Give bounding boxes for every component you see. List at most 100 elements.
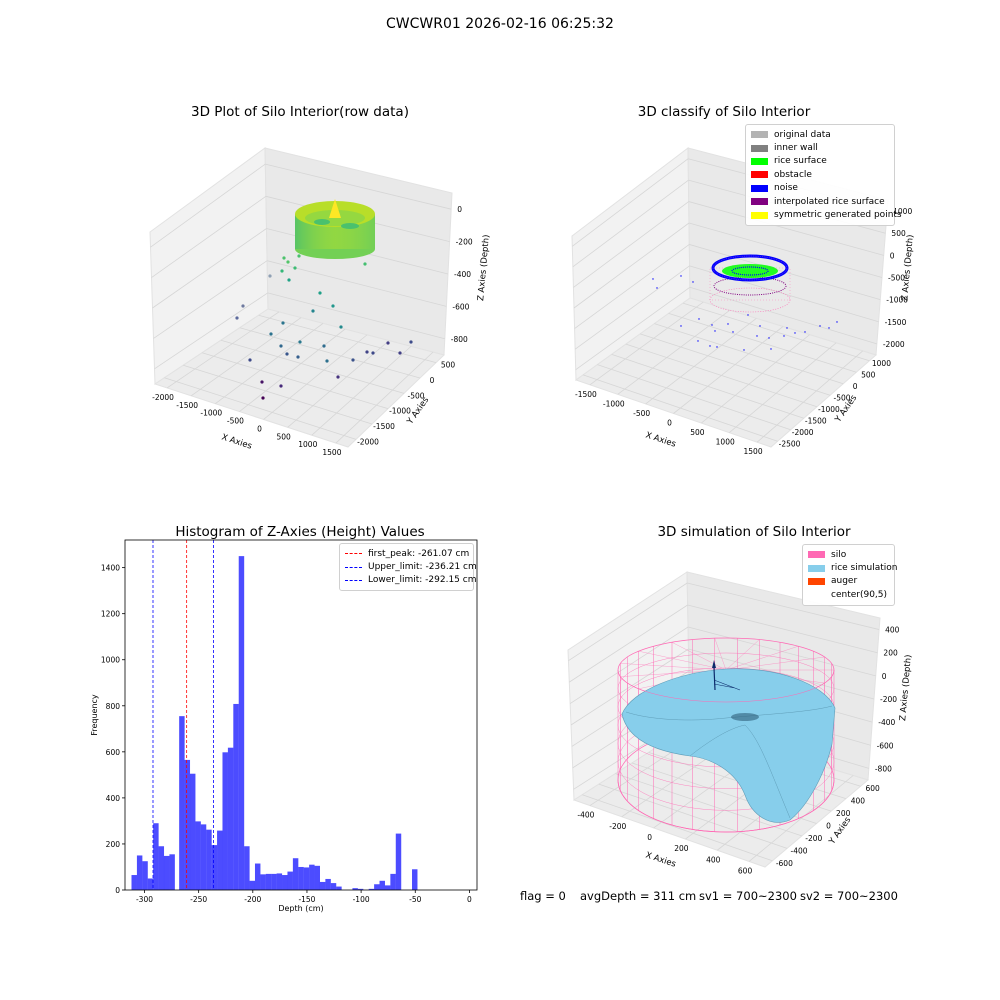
- histogram-bar: [260, 874, 266, 890]
- y-tick-label: 600: [865, 784, 880, 793]
- x-tick-label: 600: [738, 866, 753, 875]
- legend-label: silo: [831, 549, 847, 560]
- plot1-ticks: -2000-1500-1000-500050010001500-2000-150…: [152, 205, 473, 457]
- plot3-title: Histogram of Z-Axies (Height) Values: [175, 524, 425, 540]
- legend-entry: auger: [808, 575, 888, 588]
- z-tick-label: -400: [454, 270, 471, 279]
- x-tick-label: 500: [690, 428, 705, 437]
- histogram-bar: [169, 854, 175, 890]
- y-tick-label: 400: [106, 794, 121, 803]
- x-tick-label: 0: [667, 419, 672, 428]
- histogram-bar: [330, 883, 337, 890]
- y-tick-label: 200: [836, 809, 851, 818]
- legend-swatch: [751, 198, 768, 206]
- x-tick-label: -150: [298, 895, 315, 904]
- y-tick-label: 800: [106, 702, 121, 711]
- legend-entry: rice surface: [751, 155, 888, 168]
- x-tick-label: -50: [409, 895, 421, 904]
- legend-line-swatch: [345, 553, 362, 555]
- plot4-ticks: -400-2000200400600-600-400-2000200400600…: [577, 626, 899, 876]
- z-tick-label: 200: [883, 649, 898, 658]
- histogram-bar: [211, 845, 218, 890]
- legend-label: inner wall: [774, 143, 818, 154]
- y-tick-label: -1500: [805, 416, 827, 425]
- plot3-ylabel: Frequency: [90, 694, 99, 736]
- legend-label: noise: [774, 183, 798, 194]
- x-tick-label: -1000: [603, 399, 625, 408]
- plot2-xlabel: X Axies: [644, 430, 677, 449]
- z-tick-label: -200: [880, 695, 897, 704]
- y-tick-label: -2000: [357, 437, 379, 446]
- x-tick-label: 500: [277, 432, 292, 441]
- legend-swatch: [808, 591, 825, 598]
- plot4-silo-front: [617, 669, 835, 833]
- x-tick-label: -1500: [176, 401, 198, 410]
- z-tick-label: 0: [890, 251, 895, 260]
- y-tick-label: -200: [805, 834, 822, 843]
- plot2-3d-scatter: -1500-1000-500050010001500-2500-2000-150…: [571, 147, 916, 456]
- histogram-bar: [238, 556, 245, 890]
- histogram-bar: [336, 886, 342, 890]
- x-tick-label: 0: [647, 833, 652, 842]
- histogram-bar: [179, 716, 185, 890]
- histogram-bar: [282, 875, 288, 890]
- legend-swatch: [808, 551, 825, 559]
- legend-label: rice simulation: [831, 563, 898, 574]
- legend-swatch: [751, 157, 768, 165]
- plot4-rice-surface: [621, 668, 836, 823]
- footer-flag: flag = 0: [520, 889, 566, 903]
- histogram-bar: [222, 752, 228, 890]
- z-tick-label: -2000: [883, 340, 905, 349]
- y-tick-label: -400: [791, 846, 808, 855]
- y-tick-label: 500: [861, 370, 876, 379]
- histogram-bar: [147, 878, 154, 890]
- histogram-bar: [153, 823, 159, 890]
- histogram-bar: [131, 875, 137, 890]
- legend-label: Lower_limit: -292.15 cm: [368, 575, 477, 586]
- legend-entry: noise: [751, 182, 888, 195]
- legend-label: first_peak: -261.07 cm: [368, 548, 470, 559]
- histogram-bar: [233, 703, 239, 890]
- y-tick-label: -2000: [792, 428, 814, 437]
- legend-label: interpolated rice surface: [774, 196, 885, 207]
- x-tick-label: 1000: [298, 440, 317, 449]
- legend-label: center(90,5): [831, 589, 888, 600]
- histogram-bar: [390, 873, 396, 890]
- histogram-bar: [352, 888, 358, 890]
- plot3-yticks: 0 200 400 600 800 1000 1200 1400: [101, 564, 125, 895]
- x-tick-label: -1000: [200, 409, 222, 418]
- x-tick-label: -500: [633, 409, 650, 418]
- legend-label: obstacle: [774, 169, 812, 180]
- plot2-zlabel: Z Axies (Depth): [900, 234, 916, 301]
- x-tick-label: 0: [467, 895, 472, 904]
- plot1-zlabel: Z Axies (Depth): [476, 234, 492, 301]
- z-tick-label: -400: [878, 718, 895, 727]
- legend-swatch: [751, 171, 768, 179]
- histogram-bar: [412, 869, 418, 890]
- figure-title: CWCWR01 2026-02-16 06:25:32: [386, 16, 614, 32]
- histogram-bar: [136, 855, 143, 890]
- legend-label: auger: [831, 576, 858, 587]
- legend-label: rice surface: [774, 156, 827, 167]
- plot3-legend: first_peak: -261.07 cm Upper_limit: -236.…: [339, 543, 477, 592]
- histogram-bar: [244, 846, 250, 890]
- x-tick-label: -2000: [152, 393, 174, 402]
- histogram-bar: [292, 858, 299, 890]
- x-tick-label: 400: [706, 855, 721, 864]
- plot1-grid: [150, 163, 452, 444]
- z-tick-label: -1000: [886, 296, 908, 305]
- histogram-bar: [217, 830, 223, 890]
- plot1-title: 3D Plot of Silo Interior(row data): [191, 104, 409, 120]
- histogram-bar: [325, 878, 331, 890]
- legend-line-swatch: [345, 579, 362, 581]
- histogram-bar: [142, 861, 148, 890]
- plot3-bars: [131, 556, 418, 890]
- y-tick-label: -1000: [389, 407, 411, 416]
- histogram-bar: [309, 864, 315, 890]
- z-tick-label: -500: [888, 274, 905, 283]
- histogram-bar: [271, 873, 277, 890]
- y-tick-label: -500: [834, 393, 851, 402]
- histogram-bar: [368, 888, 375, 890]
- z-tick-label: -600: [452, 302, 469, 311]
- x-tick-label: 200: [674, 844, 689, 853]
